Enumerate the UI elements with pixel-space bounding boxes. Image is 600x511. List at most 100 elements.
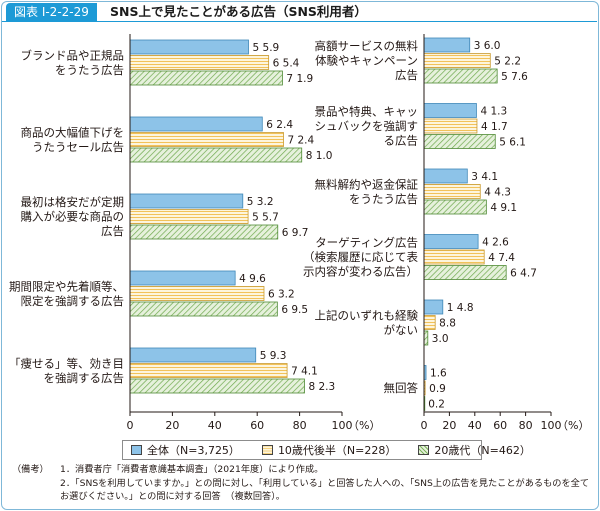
bar-all-p2-c2 bbox=[423, 103, 477, 118]
bar-late-teens-p2-c5 bbox=[423, 315, 436, 330]
category-label-p2-c6: 無回答 bbox=[384, 381, 419, 395]
data-label-late-teens-p1-c3: 5 5.7 bbox=[252, 212, 279, 224]
bar-all-p1-c2 bbox=[129, 116, 263, 132]
data-label-twenties-p1-c1: 7 1.9 bbox=[286, 73, 313, 85]
bar-all-p2-c5 bbox=[423, 299, 444, 315]
bar-twenties-p1-c4 bbox=[129, 301, 278, 317]
category-label-line: シュバックを強調す bbox=[315, 119, 419, 133]
data-label-all-p2-c2: 4 1.3 bbox=[480, 106, 507, 118]
bar-twenties-p2-c5 bbox=[423, 330, 429, 346]
data-label-all-p2-c4: 4 2.6 bbox=[482, 237, 509, 249]
category-label-line: 上記のいずれも経験 bbox=[315, 308, 419, 322]
x-tick-label-p2-2: 40 bbox=[468, 419, 482, 432]
x-tick-label-p2-0: 0 bbox=[421, 419, 428, 432]
category-label-line: 「痩せる」等、効き目 bbox=[9, 356, 124, 370]
bar-all-p2-c1 bbox=[423, 37, 471, 53]
bar-late-teens-p2-c4 bbox=[423, 249, 485, 265]
x-tick-label-p1-2: 40 bbox=[208, 419, 222, 432]
category-label-line: 商品の大幅値下げを bbox=[21, 125, 125, 139]
data-label-late-teens-p1-c5: 7 4.1 bbox=[291, 366, 318, 378]
data-label-all-p2-c3: 3 4.1 bbox=[471, 171, 498, 183]
note-2: 2．「SNSを利用していますか。」との問に対し、「利用している」と回答した人への… bbox=[60, 477, 590, 503]
category-label-line: うたうセール広告 bbox=[32, 140, 124, 154]
data-label-late-teens-p2-c3: 4 4.3 bbox=[484, 187, 511, 199]
legend: 全体（N=3,725） 10歳代後半（N=228） 20歳代（N=462） bbox=[122, 440, 531, 460]
x-tick-label-p1-4: 80 bbox=[293, 419, 307, 432]
note-row-1: （備考） 1．消費者庁「消費者意識基本調査」（2021年度）により作成。 bbox=[12, 463, 592, 477]
bar-all-p1-c1 bbox=[129, 39, 249, 55]
bar-all-p1-c4 bbox=[129, 270, 236, 286]
bar-late-teens-p1-c4 bbox=[129, 286, 265, 301]
data-label-twenties-p2-c6: 0.2 bbox=[428, 399, 445, 411]
category-label-p1-c3: 最初は格安だが定期購入が必要な商品の広告 bbox=[21, 195, 125, 238]
category-label-line: 期間限定や先着順等、 bbox=[9, 279, 124, 293]
category-label-line: ターゲティング広告 bbox=[315, 236, 418, 250]
category-label-line: 最初は格安だが定期 bbox=[21, 195, 125, 209]
data-label-late-teens-p2-c4: 4 7.4 bbox=[488, 252, 515, 264]
data-label-twenties-p1-c5: 8 2.3 bbox=[308, 381, 335, 393]
x-unit-label-p1: （%） bbox=[348, 419, 380, 432]
bar-twenties-p1-c3 bbox=[129, 224, 279, 240]
figure-title: SNS上で見たことがある広告（SNS利用者） bbox=[110, 4, 367, 19]
category-label-p2-c4: ターゲティング広告（検索履歴に応じて表示内容が変わる広告） bbox=[303, 236, 418, 279]
x-tick-label-p2-4: 80 bbox=[519, 419, 533, 432]
x-unit-label-p2: （%） bbox=[557, 419, 589, 432]
bar-twenties-p1-c5 bbox=[129, 378, 305, 394]
legend-item-late-teens: 10歳代後半（N=228） bbox=[261, 442, 396, 458]
x-tick-label-p2-3: 60 bbox=[493, 419, 507, 432]
bar-twenties-p2-c2 bbox=[423, 134, 496, 149]
category-label-line: 高額サービスの無料 bbox=[315, 39, 419, 53]
note-row-2: 2．「SNSを利用していますか。」との問に対し、「利用している」と回答した人への… bbox=[12, 477, 592, 504]
legend-item-all: 全体（N=3,725） bbox=[131, 442, 240, 458]
category-label-line: 示内容が変わる広告） bbox=[303, 265, 418, 279]
bar-twenties-p2-c3 bbox=[423, 199, 487, 215]
bar-late-teens-p1-c2 bbox=[129, 132, 284, 147]
category-label-line: 広告 bbox=[395, 68, 418, 82]
data-label-all-p2-c5: 1 4.8 bbox=[447, 302, 474, 314]
category-label-line: る広告 bbox=[384, 134, 419, 148]
data-label-twenties-p2-c5: 3.0 bbox=[432, 333, 449, 345]
category-label-p2-c2: 景品や特典、キャッシュバックを強調する広告 bbox=[315, 105, 419, 148]
category-label-line: （検索履歴に応じて表 bbox=[303, 250, 418, 264]
chart-panel-2: 3 6.0 5 2.2 5 7.6 高額サービスの無料体験やキャンペーン広告 4 1.3… bbox=[303, 34, 589, 432]
bar-late-teens-p2-c2 bbox=[423, 118, 478, 134]
title-rule bbox=[2, 21, 597, 22]
bar-all-p1-c3 bbox=[129, 193, 244, 209]
bar-late-teens-p1-c1 bbox=[129, 55, 270, 70]
category-label-line: 無料解約や返金保証 bbox=[315, 177, 419, 191]
category-label-line: 無回答 bbox=[384, 381, 419, 395]
data-label-late-teens-p1-c1: 6 5.4 bbox=[273, 58, 300, 70]
category-label-line: 購入が必要な商品の bbox=[21, 210, 125, 224]
category-label-line: を強調する広告 bbox=[44, 371, 125, 385]
legend-swatch-late-teens bbox=[261, 445, 273, 455]
category-label-p2-c1: 高額サービスの無料体験やキャンペーン広告 bbox=[315, 39, 419, 82]
x-tick-label-p1-3: 60 bbox=[250, 419, 264, 432]
category-label-p1-c4: 期間限定や先着順等、限定を強調する広告 bbox=[9, 279, 124, 308]
legend-label-all: 全体（N=3,725） bbox=[147, 444, 240, 457]
figure-header: 図表 Ⅰ-2-2-29 SNS上で見たことがある広告（SNS利用者） bbox=[2, 2, 597, 22]
x-tick-label-p1-5: 100 bbox=[332, 419, 353, 432]
data-label-late-teens-p2-c2: 4 1.7 bbox=[481, 121, 508, 133]
notes: （備考） 1．消費者庁「消費者意識基本調査」（2021年度）により作成。 2．「… bbox=[12, 463, 592, 504]
category-label-line: ブランド品や正規品 bbox=[21, 48, 125, 62]
data-label-all-p2-c6: 1.6 bbox=[430, 368, 447, 380]
bar-all-p2-c3 bbox=[423, 168, 468, 184]
notes-head: （備考） bbox=[12, 464, 49, 475]
data-label-late-teens-p2-c1: 5 2.2 bbox=[494, 56, 521, 68]
data-label-all-p1-c1: 5 5.9 bbox=[253, 42, 280, 54]
data-label-twenties-p2-c4: 6 4.7 bbox=[510, 268, 537, 280]
data-label-all-p1-c2: 6 2.4 bbox=[266, 119, 293, 131]
data-label-late-teens-p2-c5: 8.8 bbox=[439, 318, 456, 330]
legend-swatch-twenties bbox=[418, 445, 430, 455]
legend-label-twenties: 20歳代（N=462） bbox=[434, 444, 531, 457]
x-tick-label-p2-5: 100 bbox=[541, 419, 562, 432]
legend-item-twenties: 20歳代（N=462） bbox=[418, 442, 531, 458]
bar-late-teens-p1-c3 bbox=[129, 209, 249, 224]
bar-twenties-p1-c1 bbox=[129, 70, 283, 86]
category-label-line: 体験やキャンペーン bbox=[315, 54, 418, 68]
data-label-late-teens-p2-c6: 0.9 bbox=[429, 383, 446, 395]
category-label-p1-c2: 商品の大幅値下げをうたうセール広告 bbox=[21, 125, 125, 154]
bar-twenties-p1-c2 bbox=[129, 147, 303, 163]
data-label-twenties-p1-c3: 6 9.7 bbox=[282, 227, 309, 239]
